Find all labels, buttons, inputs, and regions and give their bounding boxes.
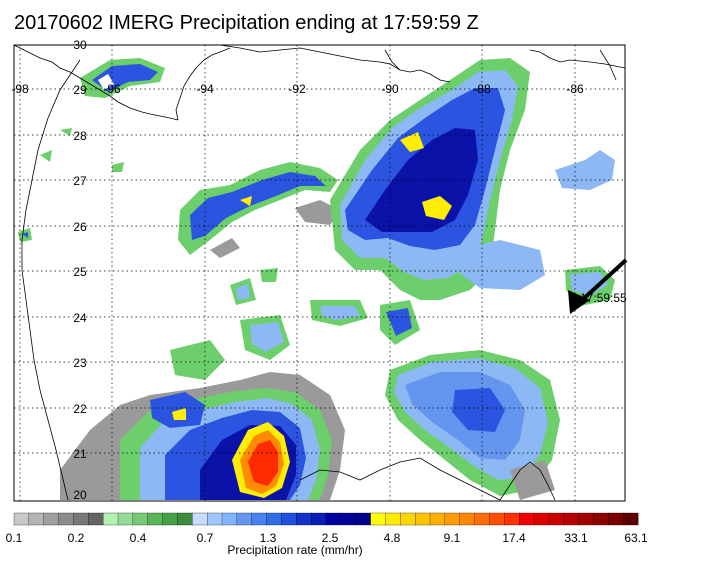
lon-label: -94	[196, 82, 214, 96]
colorbar-swatch	[266, 512, 282, 526]
lat-label: 25	[73, 265, 87, 279]
graticule	[14, 45, 625, 501]
lat-label: 30	[73, 38, 87, 52]
latitude-labels: 30 29 28 27 26 25 24 23 22 21 20	[73, 38, 87, 502]
colorbar-tick-label: 17.4	[502, 531, 526, 545]
colorbar-swatch	[43, 512, 60, 526]
lon-label: -96	[103, 82, 121, 96]
precip-field	[18, 58, 615, 500]
colorbar-swatch	[13, 512, 30, 526]
colorbar-tick-label: 1.3	[260, 531, 277, 545]
lat-label: 29	[73, 83, 87, 97]
colorbar-swatch	[206, 512, 223, 526]
colorbar-swatch	[414, 512, 431, 526]
colorbar-swatch	[622, 512, 639, 526]
colorbar-title: Precipitation rate (mm/hr)	[227, 543, 362, 557]
colorbar-swatch	[132, 512, 149, 526]
colorbar-tick-label: 9.1	[444, 531, 461, 545]
colorbar-swatch	[340, 512, 357, 526]
colorbar-swatch	[325, 512, 342, 526]
colorbar-swatch	[518, 512, 535, 526]
lat-label: 21	[73, 447, 87, 461]
colorbar-swatch	[474, 512, 490, 526]
colorbar-swatch	[578, 512, 594, 526]
colorbar-swatch	[504, 512, 520, 526]
colorbar-swatch	[192, 512, 208, 526]
satellite-track-arrow: 17:59:55	[568, 258, 628, 314]
precip-cluster-central-gulf	[230, 268, 420, 360]
colorbar-swatch	[58, 512, 74, 526]
colorbar-swatch	[73, 512, 89, 526]
coastlines	[14, 45, 625, 501]
lat-label: 26	[73, 220, 87, 234]
colorbar-tick-label: 0.2	[68, 531, 85, 545]
colorbar-swatch	[563, 512, 580, 526]
lat-label: 28	[73, 129, 87, 143]
precip-cluster-southwest	[60, 340, 345, 500]
colorbar-swatch	[147, 512, 164, 526]
lon-label: -88	[473, 82, 491, 96]
lat-label: 20	[73, 488, 87, 502]
precip-cluster-southeast	[385, 350, 560, 500]
colorbar-tick-label: 33.1	[564, 531, 588, 545]
colorbar-swatch	[608, 512, 624, 526]
colorbar-swatch	[310, 512, 327, 526]
colorbar-swatch	[444, 512, 461, 526]
colorbar-swatch	[177, 512, 193, 526]
colorbar-swatch	[117, 512, 134, 526]
longitude-labels: -98 -96 -94 -92 -90 -88 -86	[11, 82, 584, 96]
colorbar-tick-label: 4.8	[384, 531, 401, 545]
colorbar-swatch	[429, 512, 446, 526]
colorbar-swatch	[400, 512, 416, 526]
lat-label: 24	[73, 311, 87, 325]
colorbar-tick-label: 0.1	[6, 531, 23, 545]
colorbar-swatch	[459, 512, 476, 526]
precip-cluster-northern-gulf	[178, 162, 340, 258]
plot-frame	[13, 44, 626, 502]
track-time-label: 17:59:55	[580, 291, 627, 305]
map-title: 20170602 IMERG Precipitation ending at 1…	[14, 12, 479, 34]
lon-label: -90	[381, 82, 399, 96]
lat-label: 23	[73, 356, 87, 370]
colorbar	[13, 512, 639, 526]
colorbar-tick-label: 0.7	[197, 531, 214, 545]
lat-label: 22	[73, 402, 87, 416]
precip-cluster-north-central	[330, 58, 615, 306]
colorbar-swatch	[162, 512, 178, 526]
lat-label: 27	[73, 174, 87, 188]
lon-label: -92	[288, 82, 306, 96]
colorbar-swatch	[385, 512, 401, 526]
lon-label: -86	[566, 82, 584, 96]
colorbar-swatch	[102, 512, 119, 526]
colorbar-tick-labels: 0.1 0.2 0.4 0.7 1.3 2.5 4.8 9.1 17.4 33.…	[6, 531, 648, 545]
colorbar-swatch	[355, 512, 372, 526]
colorbar-swatch	[88, 512, 104, 526]
colorbar-swatch	[28, 512, 45, 526]
colorbar-swatch	[593, 512, 609, 526]
colorbar-swatch	[489, 512, 505, 526]
colorbar-tick-label: 0.4	[130, 531, 147, 545]
colorbar-swatch	[548, 512, 565, 526]
colorbar-swatch	[296, 512, 312, 526]
colorbar-swatch	[370, 512, 386, 526]
colorbar-swatch	[533, 512, 550, 526]
colorbar-tick-label: 2.5	[322, 531, 339, 545]
lon-label: -98	[11, 82, 29, 96]
colorbar-swatch	[221, 512, 238, 526]
colorbar-tick-label: 63.1	[624, 531, 648, 545]
colorbar-swatch	[281, 512, 297, 526]
precip-cluster-upper-texas	[18, 58, 165, 242]
colorbar-swatch	[236, 512, 253, 526]
colorbar-swatch	[251, 512, 268, 526]
